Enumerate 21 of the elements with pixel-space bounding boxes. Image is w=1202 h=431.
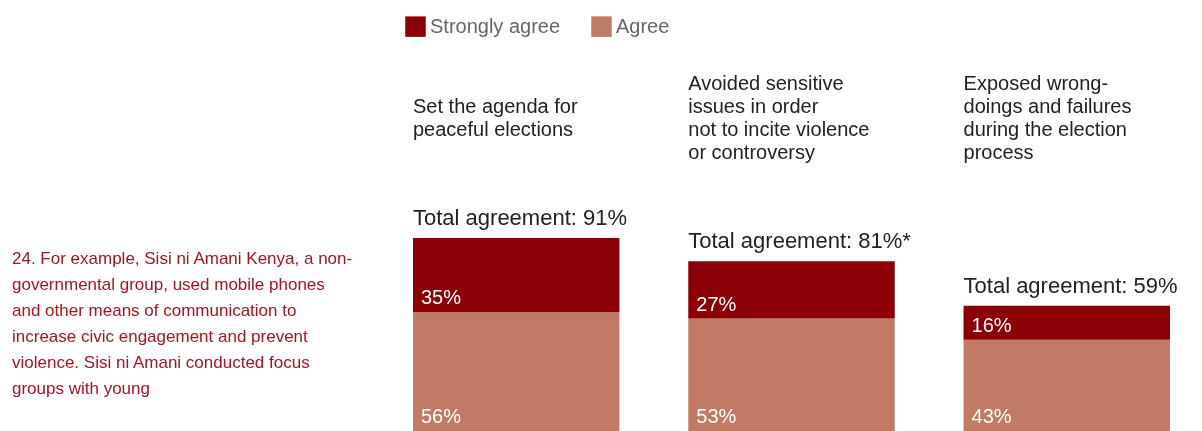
text: 24. For example, Sisi ni Amani Kenya, a non-governmental group, used mobile phones and other means of communication to increase civic engagement and prevent violence. Sisi ni Amani conducted focus groups with young — [12, 248, 354, 400]
data-label: 27% — [696, 292, 737, 315]
data-label: 16% — [971, 313, 1012, 336]
bar — [413, 238, 620, 313]
bar — [413, 312, 620, 431]
total-label: Total agreement: 81%* — [688, 228, 912, 254]
x-tick-label: Set the agenda for peaceful elections — [413, 94, 578, 140]
data-label: 35% — [421, 286, 462, 309]
bar — [963, 305, 1170, 340]
x-tick-label: Exposed wrong- doings and failures during the election process — [963, 71, 1132, 163]
data-label: 43% — [971, 405, 1012, 427]
total-label: Total agreement: 91% — [413, 205, 628, 230]
bar — [963, 339, 1170, 431]
data-label: 56% — [421, 405, 462, 427]
data-label: 53% — [696, 405, 737, 427]
total-label: Total agreement: 59% — [963, 272, 1178, 298]
bar — [688, 261, 895, 319]
x-tick-label: Avoided sensitive issues in order not to incite violence or controversy — [688, 71, 870, 163]
legend-label: Strongly agree — [430, 14, 561, 37]
bar — [688, 318, 895, 431]
legend-label: Agree — [616, 14, 670, 37]
